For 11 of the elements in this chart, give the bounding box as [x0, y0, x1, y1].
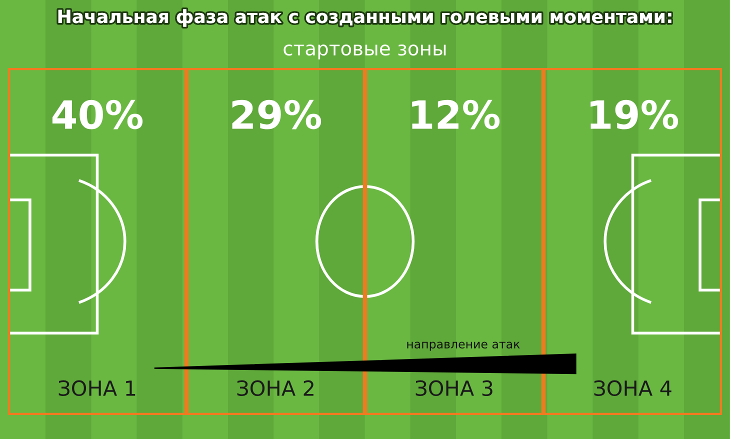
category-label: ЗОНА 1	[58, 380, 136, 396]
text: направление атак	[407, 342, 520, 351]
data-label: 19%	[590, 100, 678, 130]
category-label: ЗОНА 2	[237, 380, 314, 396]
text: Начальная фаза атак с созданными голевыми моментами:	[58, 9, 672, 27]
category-label: ЗОНА 4	[594, 380, 672, 396]
data-label: 29%	[232, 100, 322, 130]
text: стартовые зоны	[284, 44, 446, 60]
category-label: ЗОНА 3	[416, 380, 492, 396]
data-label: 40%	[52, 100, 143, 130]
data-label: 12%	[412, 100, 500, 130]
